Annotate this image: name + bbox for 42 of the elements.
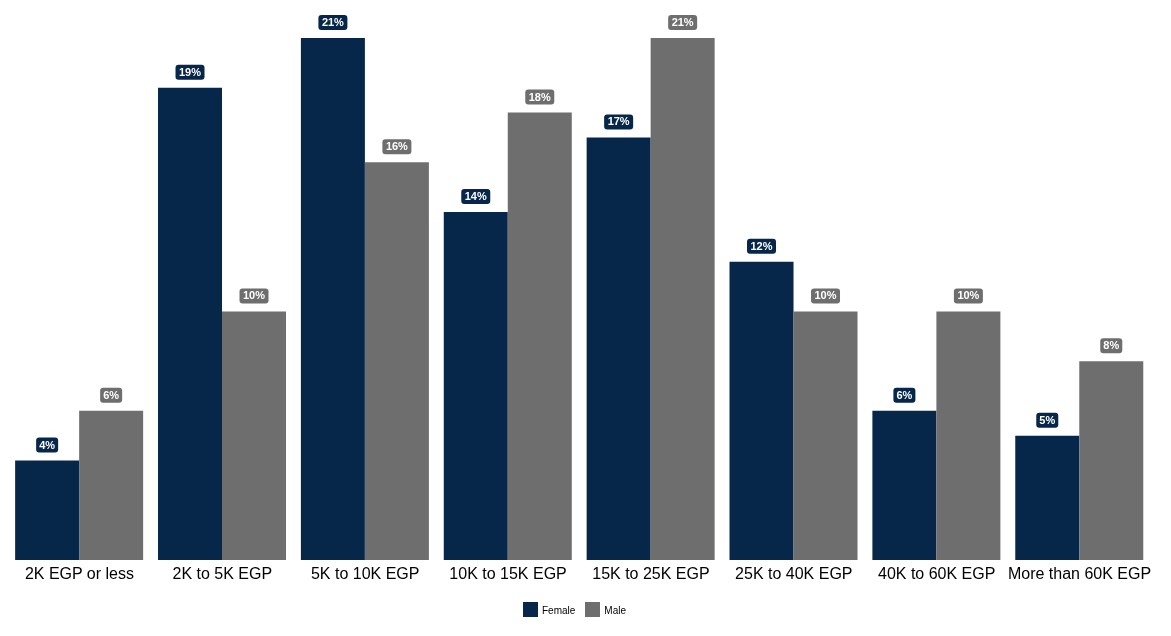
bar [729, 261, 794, 560]
data-label: 17% [607, 115, 630, 128]
bar [1015, 435, 1080, 560]
bar [936, 311, 1001, 560]
data-label: 8% [1103, 339, 1120, 352]
data-label: 21% [671, 16, 694, 28]
x-tick-label: 15K to 25K EGP [592, 565, 710, 583]
data-label: 14% [464, 190, 487, 202]
data-label: 6% [896, 388, 913, 401]
bar [15, 460, 80, 560]
x-tick-label: More than 60K EGP [1007, 565, 1152, 583]
x-tick-label: 5K to 10K EGP [310, 565, 420, 583]
data-label: 5% [1039, 413, 1056, 426]
data-label: 4% [39, 438, 56, 451]
x-tick-label: 2K to 5K EGP [172, 565, 273, 583]
data-label: 6% [103, 388, 120, 401]
bar [793, 311, 858, 560]
data-label: 21% [321, 16, 345, 28]
legend-label: Male [604, 605, 627, 616]
data-label: 12% [750, 239, 773, 252]
x-tick-label: 10K to 15K EGP [449, 565, 567, 583]
x-tick-label: 2K EGP or less [24, 565, 134, 583]
bar [1079, 361, 1144, 560]
legend-label: Female [541, 605, 576, 616]
bar [650, 38, 715, 560]
bar [364, 162, 429, 560]
bar [586, 137, 651, 560]
x-tick-label: 40K to 60K EGP [877, 565, 996, 583]
x-tick-label: 25K to 40K EGP [735, 565, 853, 583]
bar [222, 311, 287, 560]
data-label: 10% [814, 289, 837, 302]
bar [443, 212, 508, 560]
bar [79, 410, 144, 560]
bar [158, 87, 223, 560]
bar [507, 112, 572, 560]
data-label: 16% [385, 140, 409, 153]
data-label: 18% [528, 90, 551, 103]
bar [872, 410, 937, 560]
data-label: 10% [243, 289, 266, 302]
data-label: 19% [179, 65, 202, 78]
bar [300, 38, 365, 560]
data-label: 10% [957, 289, 980, 302]
